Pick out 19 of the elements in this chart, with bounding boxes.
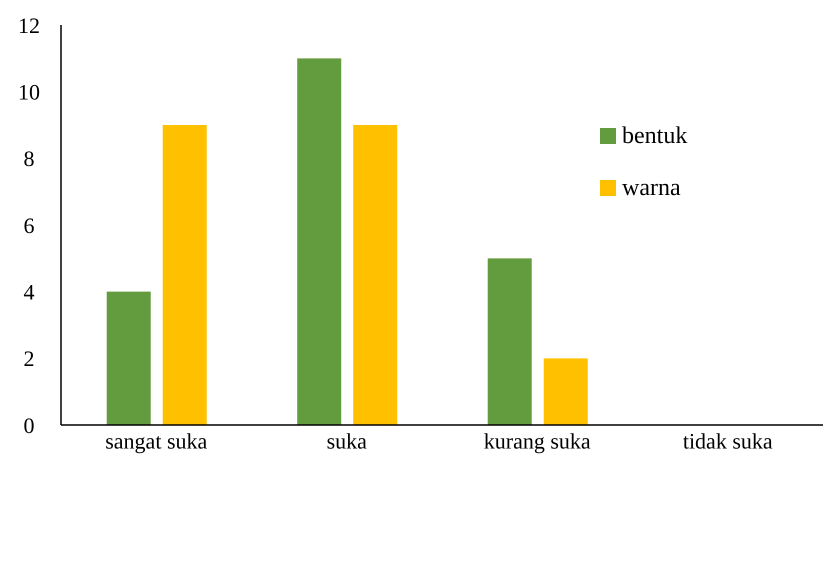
y-tick-label: 0 xyxy=(24,412,34,438)
bar xyxy=(106,292,151,425)
y-tick-label: 12 xyxy=(18,12,40,38)
y-tick-label: 8 xyxy=(24,146,34,172)
bar xyxy=(488,258,532,425)
x-tick-label: suka xyxy=(326,428,368,454)
y-tick-label: 10 xyxy=(18,79,40,104)
legend-label: bentuk xyxy=(622,122,688,150)
y-tick-label: 4 xyxy=(24,279,34,304)
bar xyxy=(297,58,342,425)
x-tick-label: tidak suka xyxy=(682,428,773,454)
bar xyxy=(544,358,588,425)
legend-label: warna xyxy=(622,174,681,202)
bar xyxy=(353,125,398,425)
x-tick-label: sangat suka xyxy=(105,428,208,454)
x-tick-label: kurang suka xyxy=(484,428,591,454)
bar xyxy=(162,125,207,425)
y-tick-label: 2 xyxy=(24,346,34,372)
y-tick-label: 6 xyxy=(24,212,34,238)
